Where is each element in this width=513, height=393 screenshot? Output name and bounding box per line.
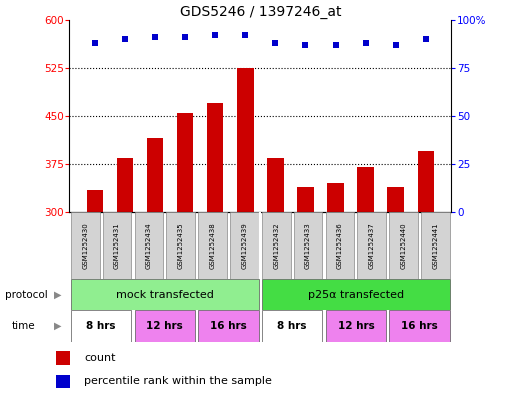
Point	[422, 36, 430, 42]
Bar	[134, 310, 195, 342]
Bar	[389, 310, 450, 342]
Bar	[56, 375, 70, 388]
Bar	[262, 279, 450, 310]
Text: percentile rank within the sample: percentile rank within the sample	[84, 376, 272, 386]
Bar	[71, 212, 100, 279]
Text: GSM1252440: GSM1252440	[401, 222, 407, 269]
Text: 16 hrs: 16 hrs	[210, 321, 247, 331]
Bar	[326, 310, 386, 342]
Text: GSM1252436: GSM1252436	[337, 222, 343, 269]
Bar	[56, 351, 70, 365]
Point	[271, 40, 280, 46]
Text: protocol: protocol	[5, 290, 48, 300]
Bar	[198, 310, 259, 342]
Bar	[207, 103, 224, 212]
Bar	[117, 158, 133, 212]
Bar	[166, 212, 195, 279]
Bar	[147, 138, 163, 212]
Bar	[262, 310, 323, 342]
Bar	[389, 212, 418, 279]
Text: mock transfected: mock transfected	[116, 290, 214, 300]
Point	[121, 36, 129, 42]
Bar	[421, 212, 450, 279]
Bar	[326, 212, 354, 279]
Bar	[87, 190, 103, 212]
Bar	[237, 68, 253, 212]
Text: 8 hrs: 8 hrs	[86, 321, 116, 331]
Point	[91, 40, 99, 46]
Point	[301, 42, 309, 48]
Text: count: count	[84, 353, 116, 363]
Point	[391, 42, 400, 48]
Point	[331, 42, 340, 48]
Bar	[294, 212, 323, 279]
Point	[241, 32, 249, 38]
Text: GSM1252435: GSM1252435	[177, 222, 184, 269]
Bar	[358, 167, 374, 212]
Bar	[177, 113, 193, 212]
Bar	[134, 212, 163, 279]
Text: GSM1252434: GSM1252434	[146, 222, 152, 269]
Text: GSM1252431: GSM1252431	[114, 222, 120, 269]
Bar	[358, 212, 386, 279]
Text: GSM1252433: GSM1252433	[305, 222, 311, 269]
Point	[181, 34, 189, 40]
Text: GSM1252438: GSM1252438	[210, 222, 215, 269]
Bar	[418, 151, 434, 212]
Text: GSM1252441: GSM1252441	[432, 222, 439, 269]
Text: GSM1252430: GSM1252430	[82, 222, 88, 269]
Bar	[267, 158, 284, 212]
Point	[362, 40, 370, 46]
Text: ▶: ▶	[54, 290, 61, 300]
Point	[211, 32, 220, 38]
Text: 8 hrs: 8 hrs	[278, 321, 307, 331]
Text: 12 hrs: 12 hrs	[338, 321, 374, 331]
Bar	[230, 212, 259, 279]
Bar	[198, 212, 227, 279]
Bar	[103, 212, 131, 279]
Text: GSM1252439: GSM1252439	[242, 222, 247, 269]
Bar	[297, 187, 314, 212]
Text: ▶: ▶	[54, 321, 61, 331]
Bar	[71, 310, 131, 342]
Text: 12 hrs: 12 hrs	[146, 321, 183, 331]
Bar	[262, 212, 290, 279]
Bar	[327, 183, 344, 212]
Text: p25α transfected: p25α transfected	[308, 290, 404, 300]
Text: GSM1252432: GSM1252432	[273, 222, 279, 269]
Bar	[387, 187, 404, 212]
Point	[151, 34, 159, 40]
Text: 16 hrs: 16 hrs	[401, 321, 438, 331]
Text: time: time	[11, 321, 35, 331]
Bar	[71, 279, 259, 310]
Text: GSM1252437: GSM1252437	[369, 222, 375, 269]
Title: GDS5246 / 1397246_at: GDS5246 / 1397246_at	[180, 5, 341, 18]
